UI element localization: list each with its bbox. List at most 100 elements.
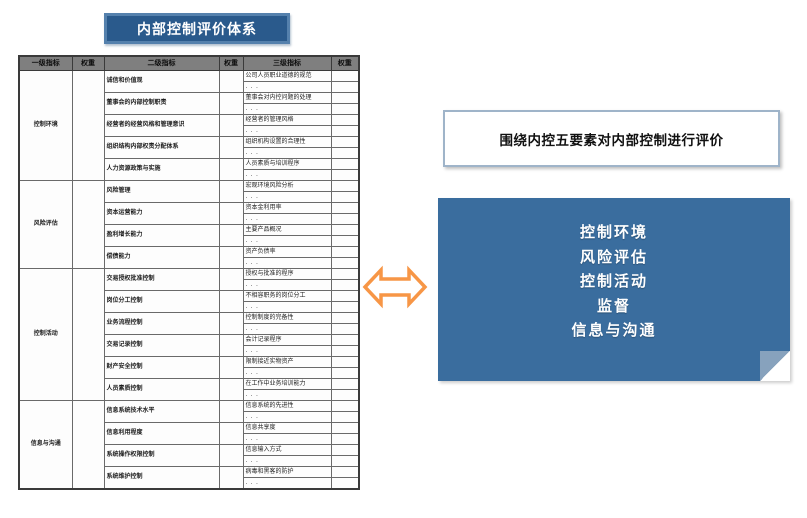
level3-weight-cell: [330, 224, 360, 236]
level3-weight-cell: [330, 334, 360, 346]
level3-weight-cell: [330, 202, 360, 214]
column-header: 权重: [330, 55, 360, 71]
table-row: 控制活动 交易授权批准控制 授权与批准的程序: [18, 268, 360, 401]
page-title: 内部控制评价体系: [104, 13, 290, 44]
five-elements-line: 控制环境: [579, 224, 648, 241]
level2-weight-cell: [218, 246, 244, 269]
table-row: . . .: [19, 389, 360, 401]
table-row: 人力资源政策与实施 人员素质与培训程序: [19, 158, 360, 181]
level3-cell: . . .: [242, 455, 332, 467]
table-row: . . .: [19, 125, 360, 137]
level3-cell: 会计记录程序: [242, 334, 332, 346]
column-header: 权重: [218, 55, 244, 71]
level2-cell: 偿债能力: [103, 246, 220, 269]
level3-cell: . . .: [242, 389, 332, 401]
five-elements-line: 信息与沟通: [571, 322, 657, 339]
table-row: 信息与沟通 信息系统技术水平 信息系统的先进性: [18, 400, 360, 490]
level3-cell: . . .: [242, 433, 332, 445]
level2-cell: 财产安全控制: [103, 356, 220, 379]
level1-weight-cell: [71, 70, 105, 181]
level3-weight-cell: [330, 169, 360, 181]
level3-weight-cell: [330, 290, 360, 302]
level3-cell: 公司人员职业道德的规范: [242, 70, 332, 82]
five-elements-list: 控制环境 风险评估 控制活动 监督 信息与沟通: [438, 221, 790, 344]
level2-cell: 信息利用程度: [103, 422, 220, 445]
table-row: 偿债能力 资产负债率: [19, 246, 360, 269]
level3-weight-cell: [330, 367, 360, 379]
level1-cell: 信息与沟通: [18, 400, 73, 490]
level3-cell: 宏观环境风险分析: [242, 180, 332, 192]
double-arrow-icon: [362, 264, 428, 310]
level2-weight-cell: [218, 400, 244, 423]
level3-cell: 信息共享度: [242, 422, 332, 434]
folded-corner: [760, 351, 790, 381]
table-row: . . .: [19, 345, 360, 357]
level2-weight-cell: [218, 268, 244, 291]
level3-weight-cell: [330, 180, 360, 192]
level3-cell: 不相容职务的岗位分工: [242, 290, 332, 302]
level3-cell: . . .: [242, 323, 332, 335]
level3-cell: 在工作中业务培训能力: [242, 378, 332, 390]
table-row: 董事会的内部控制职责 董事会对内控问题的处理: [19, 92, 360, 115]
level2-weight-cell: [218, 334, 244, 357]
level2-weight-cell: [218, 70, 244, 93]
level3-weight-cell: [330, 466, 360, 478]
evaluation-statement-box: 围绕内控五要素对内部控制进行评价: [443, 110, 780, 167]
level2-weight-cell: [218, 180, 244, 203]
level3-cell: 资本金利用率: [242, 202, 332, 214]
level2-cell: 系统操作权限控制: [103, 444, 220, 467]
level2-cell: 交易授权批准控制: [103, 268, 220, 291]
level2-weight-cell: [218, 92, 244, 115]
level2-weight-cell: [218, 444, 244, 467]
level3-cell: 信息系统的先进性: [242, 400, 332, 412]
level3-weight-cell: [330, 422, 360, 434]
level2-cell: 风险管理: [103, 180, 220, 203]
level3-cell: 资产负债率: [242, 246, 332, 258]
level3-weight-cell: [330, 356, 360, 368]
level2-weight-cell: [218, 114, 244, 137]
level2-weight-cell: [218, 312, 244, 335]
table-row: . . .: [19, 169, 360, 181]
level3-cell: . . .: [242, 257, 332, 269]
level3-cell: 人员素质与培训程序: [242, 158, 332, 170]
level2-cell: 资本运营能力: [103, 202, 220, 225]
level2-cell: 交易记录控制: [103, 334, 220, 357]
level3-cell: . . .: [242, 103, 332, 115]
table-row: . . .: [19, 235, 360, 247]
level3-weight-cell: [330, 477, 360, 490]
level3-cell: . . .: [242, 81, 332, 93]
level2-weight-cell: [218, 356, 244, 379]
table-row: 风险评估 风险管理 宏观环境风险分析: [18, 180, 360, 269]
level3-cell: 控制制度的完备性: [242, 312, 332, 324]
level2-weight-cell: [218, 202, 244, 225]
table-row: . . .: [19, 367, 360, 379]
level1-cell: 控制活动: [18, 268, 73, 401]
level2-weight-cell: [218, 158, 244, 181]
level3-cell: 组织机构设置的合理性: [242, 136, 332, 148]
level2-weight-cell: [218, 224, 244, 247]
table-row: . . .: [19, 279, 360, 291]
level3-weight-cell: [330, 125, 360, 137]
level2-cell: 组织结构内部权责分配体系: [103, 136, 220, 159]
level3-weight-cell: [330, 400, 360, 412]
evaluation-statement-text: 围绕内控五要素对内部控制进行评价: [499, 132, 724, 148]
level2-cell: 岗位分工控制: [103, 290, 220, 313]
level3-weight-cell: [330, 389, 360, 401]
table-row: 系统操作权限控制 信息输入方式: [19, 444, 360, 467]
level1-weight-cell: [71, 180, 105, 269]
level2-cell: 信息系统技术水平: [103, 400, 220, 423]
level3-cell: 病毒和黑客的防护: [242, 466, 332, 478]
level3-cell: 董事会对内控问题的处理: [242, 92, 332, 104]
level3-weight-cell: [330, 213, 360, 225]
table-row: 盈利增长能力 主要产品概况: [19, 224, 360, 247]
table-row: 交易记录控制 会计记录程序: [19, 334, 360, 357]
level2-cell: 人力资源政策与实施: [103, 158, 220, 181]
table-header-row: 一级指标 权重 二级指标 权重 三级指标 权重: [18, 55, 360, 71]
table-row: . . .: [19, 411, 360, 423]
level2-weight-cell: [218, 466, 244, 490]
level1-weight-cell: [71, 268, 105, 401]
level3-cell: . . .: [242, 125, 332, 137]
level3-cell: 信息输入方式: [242, 444, 332, 456]
level3-weight-cell: [330, 257, 360, 269]
column-header: 三级指标: [242, 55, 332, 71]
